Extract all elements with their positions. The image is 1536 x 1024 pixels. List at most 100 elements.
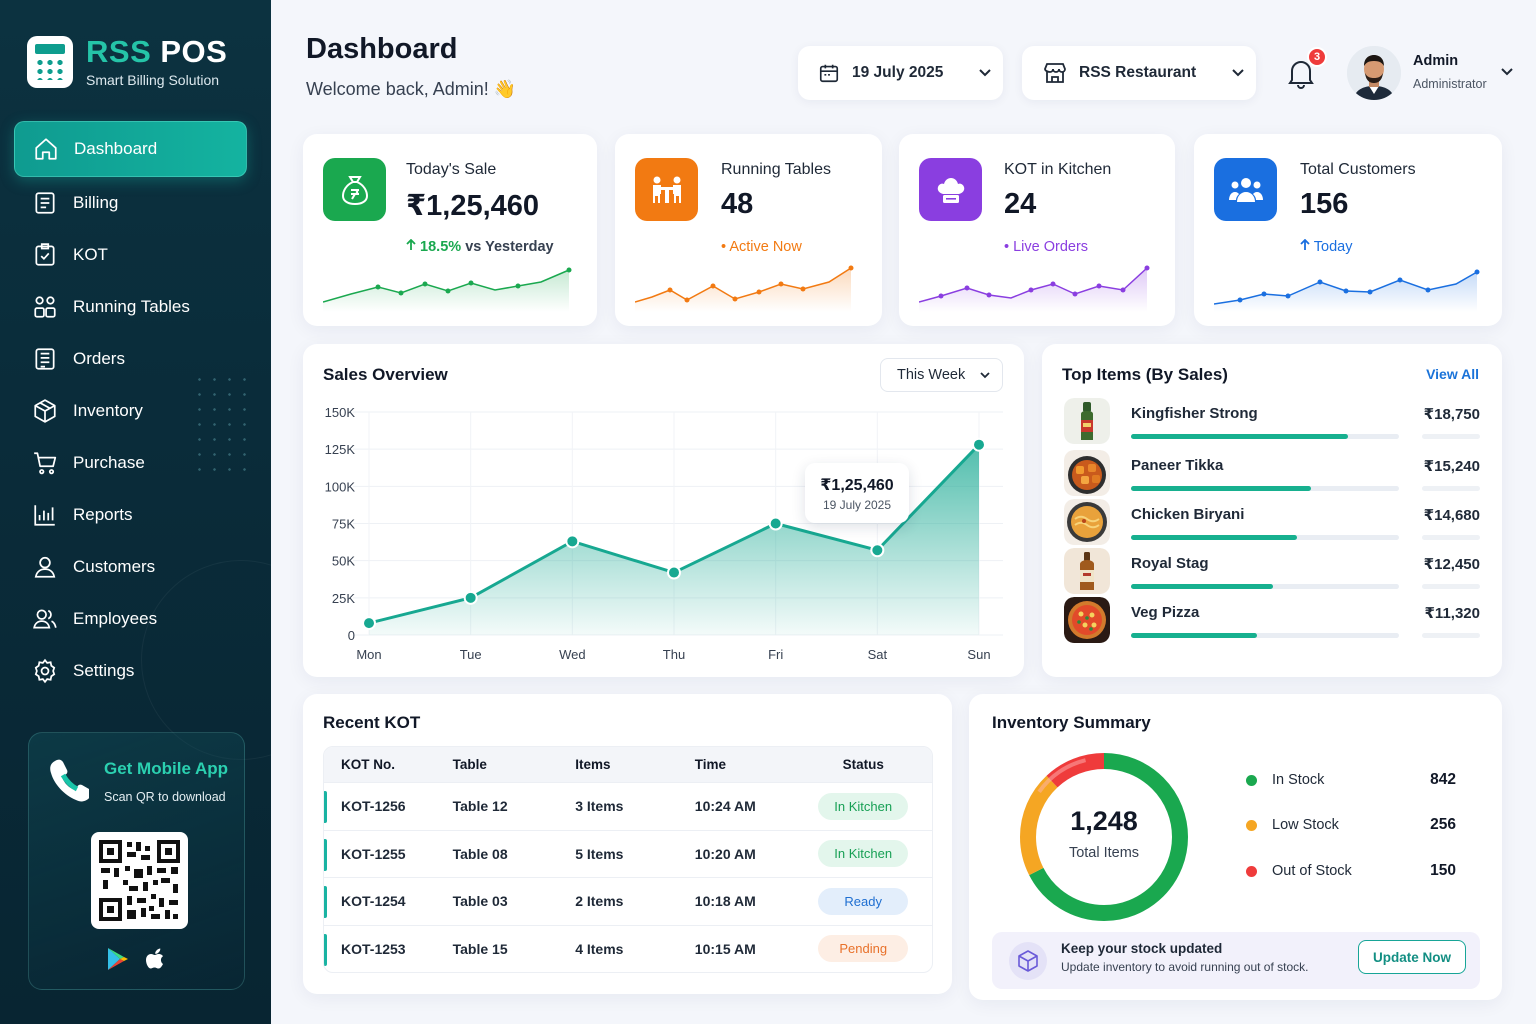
table-row[interactable]: KOT-1255 Table 08 5 Items 10:20 AM In Ki…	[324, 829, 932, 878]
stat-label: Today's Sale	[406, 161, 497, 178]
list-item[interactable]: Paneer Tikka ₹15,240	[1064, 450, 1482, 496]
cart-icon	[34, 452, 57, 475]
x-tick-label: Mon	[356, 647, 381, 662]
sidebar-item-kot[interactable]: KOT	[14, 229, 247, 281]
total-items-label: Total Items	[1068, 845, 1140, 861]
sidebar-item-label: Settings	[73, 661, 135, 680]
sales-bar-fill	[1131, 434, 1349, 439]
data-point	[463, 590, 478, 605]
sales-bar-fill	[1131, 584, 1274, 589]
notification-badge: 3	[1307, 47, 1327, 67]
sales-bar-fill	[1131, 535, 1298, 540]
sidebar-item-dashboard[interactable]: Dashboard	[14, 121, 247, 177]
stat-card-running-tables[interactable]: Running Tables 48 • Active Now	[615, 134, 882, 326]
date-picker[interactable]: 19 July 2025	[798, 46, 1003, 100]
status-badge: In Kitchen	[818, 792, 909, 820]
sidebar-item-billing[interactable]: Billing	[14, 177, 247, 229]
inventory-summary-card: Inventory Summary 1,248 Total Items In S…	[969, 694, 1502, 1000]
stat-card-total-customers[interactable]: Total Customers 156 Today	[1194, 134, 1502, 326]
receipt-icon	[35, 192, 55, 214]
brand-subtitle: Smart Billing Solution	[86, 72, 220, 88]
sidebar-item-orders[interactable]: Orders	[14, 333, 247, 385]
sales-bar	[1131, 434, 1399, 439]
data-point	[565, 534, 580, 549]
calendar-icon	[819, 64, 839, 83]
chef-hat-icon	[919, 158, 982, 221]
notice-subtitle: Update inventory to avoid running out of…	[1061, 960, 1309, 974]
period-dropdown[interactable]: This Week	[880, 358, 1003, 392]
bell-icon[interactable]	[1287, 57, 1315, 89]
avatar[interactable]	[1347, 46, 1401, 100]
item-name: Veg Pizza	[1131, 604, 1200, 621]
sidebar-item-purchase[interactable]: Purchase	[14, 437, 247, 489]
recent-kot-title: Recent KOT	[323, 713, 421, 732]
users-group-icon	[1214, 158, 1277, 221]
kot-number: KOT-1253	[341, 940, 406, 957]
table-row[interactable]: KOT-1254 Table 03 2 Items 10:18 AM Ready	[324, 877, 932, 925]
column-header: Table	[452, 757, 487, 772]
chevron-down-icon[interactable]	[1501, 68, 1513, 76]
y-tick-label: 75K	[332, 517, 355, 532]
item-amount: ₹18,750	[1423, 406, 1480, 423]
legend-label: Out of Stock	[1272, 863, 1352, 879]
view-all-link[interactable]: View All	[1426, 366, 1479, 382]
data-point	[667, 565, 681, 580]
sidebar-item-label: Dashboard	[74, 139, 158, 158]
dots-decoration	[192, 372, 246, 472]
time-cell: 10:24 AM	[694, 798, 756, 815]
update-now-button[interactable]: Update Now	[1358, 940, 1466, 974]
beer-bottle-icon	[1064, 398, 1110, 444]
sidebar-item-reports[interactable]: Reports	[14, 489, 247, 541]
list-item[interactable]: Veg Pizza ₹11,320	[1064, 597, 1482, 643]
donut-segment	[1020, 753, 1188, 921]
x-tick-label: Sat	[868, 647, 888, 662]
sales-bar	[1131, 486, 1399, 491]
top-items-title: Top Items (By Sales)	[1062, 365, 1228, 384]
stat-card-kot-kitchen[interactable]: KOT in Kitchen 24 • Live Orders	[899, 134, 1175, 326]
sales-bar	[1131, 535, 1399, 540]
box-icon	[34, 399, 56, 423]
brand[interactable]: RSS POS Smart Billing Solution	[27, 36, 227, 88]
sidebar-nav: Dashboard Billing KOT Running Tables Ord…	[14, 121, 247, 697]
stat-value: 48	[721, 188, 754, 220]
users-icon	[33, 609, 57, 629]
sidebar-item-running-tables[interactable]: Running Tables	[14, 281, 247, 333]
sparkline-customers	[1214, 269, 1480, 312]
sales-overview-card: Sales Overview This Week 0 25K 50K 75K 100K 1…	[303, 344, 1024, 677]
list-item[interactable]: Kingfisher Strong ₹18,750	[1064, 398, 1482, 444]
paneer-tikka-icon	[1064, 450, 1110, 496]
list-item[interactable]: Chicken Biryani ₹14,680	[1064, 499, 1482, 545]
stat-card-todays-sale[interactable]: Today's Sale ₹1,25,460 18.5% vs Yesterda…	[303, 134, 597, 326]
chevron-down-icon	[979, 69, 991, 77]
kot-number: KOT-1256	[341, 798, 406, 815]
time-cell: 10:20 AM	[694, 845, 756, 862]
column-header: Status	[842, 757, 884, 772]
row-accent	[324, 886, 327, 918]
inventory-donut	[1020, 753, 1188, 921]
arrow-up-icon	[406, 238, 416, 250]
bar-track	[1422, 486, 1480, 491]
money-bag-icon	[323, 158, 386, 221]
list-item[interactable]: Royal Stag ₹12,450	[1064, 548, 1482, 594]
mobile-app-card[interactable]: Get Mobile App Scan QR to download	[28, 732, 245, 990]
sidebar-item-inventory[interactable]: Inventory	[14, 385, 247, 437]
table-row[interactable]: KOT-1256 Table 12 3 Items 10:24 AM In Ki…	[324, 782, 932, 830]
kot-number: KOT-1254	[341, 893, 406, 910]
google-play-icon[interactable]	[107, 947, 129, 977]
stat-label: Running Tables	[721, 161, 832, 178]
apple-icon[interactable]	[145, 947, 167, 977]
period-label: This Week	[897, 367, 966, 383]
sidebar-item-settings[interactable]: Settings	[14, 645, 247, 697]
table-row[interactable]: KOT-1253 Table 15 4 Items 10:15 AM Pendi…	[324, 924, 932, 973]
qr-code[interactable]	[91, 832, 188, 929]
page-title: Dashboard	[306, 33, 458, 65]
sidebar-item-customers[interactable]: Customers	[14, 541, 247, 593]
sidebar-item-employees[interactable]: Employees	[14, 593, 247, 645]
kot-table: KOT No. Table Items Time Status KOT-1256…	[323, 746, 933, 973]
restaurant-selector[interactable]: RSS Restaurant	[1022, 46, 1256, 100]
app-card-subtitle: Scan QR to download	[104, 790, 226, 804]
row-accent	[324, 791, 327, 823]
bar-track	[1422, 584, 1480, 589]
y-tick-label: 50K	[332, 554, 355, 569]
legend-label: In Stock	[1272, 772, 1325, 788]
